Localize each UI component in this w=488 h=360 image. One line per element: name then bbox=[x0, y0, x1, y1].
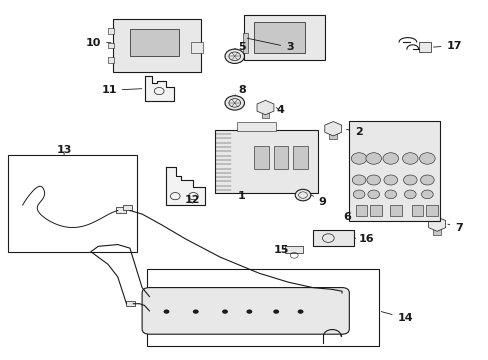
Text: 9: 9 bbox=[311, 195, 326, 207]
Circle shape bbox=[350, 153, 366, 164]
Text: 1: 1 bbox=[238, 191, 245, 201]
FancyBboxPatch shape bbox=[312, 230, 353, 246]
Text: 14: 14 bbox=[381, 312, 412, 323]
Bar bbox=[108, 42, 114, 48]
Bar bbox=[254, 22, 305, 53]
Text: 15: 15 bbox=[273, 245, 288, 255]
Bar bbox=[285, 246, 303, 253]
Circle shape bbox=[224, 49, 244, 63]
Text: 11: 11 bbox=[101, 85, 142, 95]
Bar bbox=[411, 205, 423, 216]
Bar bbox=[418, 42, 430, 52]
Circle shape bbox=[351, 208, 367, 219]
Polygon shape bbox=[257, 100, 273, 115]
Circle shape bbox=[295, 189, 310, 201]
Circle shape bbox=[402, 153, 417, 164]
Text: 12: 12 bbox=[184, 195, 200, 205]
Text: 13: 13 bbox=[56, 145, 72, 156]
Bar bbox=[329, 132, 336, 139]
Circle shape bbox=[384, 190, 396, 199]
Bar bbox=[426, 205, 437, 216]
Polygon shape bbox=[166, 167, 205, 205]
Text: 10: 10 bbox=[85, 38, 111, 48]
Circle shape bbox=[224, 96, 244, 110]
Bar bbox=[108, 28, 114, 34]
Text: 3: 3 bbox=[247, 38, 293, 52]
FancyBboxPatch shape bbox=[142, 288, 348, 334]
Circle shape bbox=[420, 175, 433, 185]
Bar bbox=[108, 57, 114, 63]
Bar bbox=[355, 205, 366, 216]
Circle shape bbox=[352, 190, 364, 199]
Text: 4: 4 bbox=[276, 105, 284, 115]
Circle shape bbox=[246, 310, 252, 314]
Circle shape bbox=[419, 153, 434, 164]
Bar bbox=[254, 146, 268, 169]
Circle shape bbox=[222, 310, 227, 314]
Bar bbox=[293, 146, 307, 169]
Bar bbox=[237, 122, 276, 131]
Bar bbox=[147, 269, 378, 346]
Circle shape bbox=[273, 310, 279, 314]
Circle shape bbox=[421, 190, 432, 199]
Bar bbox=[243, 33, 247, 53]
Circle shape bbox=[404, 190, 415, 199]
Bar bbox=[190, 42, 203, 53]
Bar bbox=[432, 228, 440, 235]
Polygon shape bbox=[144, 76, 173, 101]
Circle shape bbox=[297, 310, 303, 314]
Bar bbox=[8, 155, 137, 252]
Circle shape bbox=[367, 190, 379, 199]
Polygon shape bbox=[428, 217, 445, 231]
Circle shape bbox=[366, 175, 380, 185]
Bar bbox=[122, 205, 132, 211]
Bar bbox=[369, 205, 381, 216]
Bar bbox=[116, 207, 126, 213]
Text: 16: 16 bbox=[353, 234, 373, 244]
Bar bbox=[126, 301, 135, 306]
Circle shape bbox=[403, 175, 416, 185]
Polygon shape bbox=[324, 122, 341, 136]
Text: 17: 17 bbox=[433, 41, 461, 50]
Text: 8: 8 bbox=[234, 85, 245, 95]
Text: 2: 2 bbox=[346, 127, 362, 137]
Text: 5: 5 bbox=[234, 42, 245, 52]
FancyBboxPatch shape bbox=[348, 121, 439, 221]
Circle shape bbox=[383, 175, 397, 185]
Text: 7: 7 bbox=[447, 223, 462, 233]
Bar bbox=[130, 30, 178, 56]
Circle shape bbox=[163, 310, 169, 314]
Bar bbox=[261, 111, 269, 118]
Circle shape bbox=[365, 153, 381, 164]
Text: 6: 6 bbox=[342, 212, 350, 222]
FancyBboxPatch shape bbox=[113, 19, 200, 72]
Circle shape bbox=[382, 153, 398, 164]
Circle shape bbox=[192, 310, 198, 314]
FancyBboxPatch shape bbox=[244, 15, 325, 60]
Bar bbox=[273, 146, 288, 169]
Bar bbox=[389, 205, 401, 216]
Circle shape bbox=[351, 175, 365, 185]
FancyBboxPatch shape bbox=[215, 130, 317, 193]
